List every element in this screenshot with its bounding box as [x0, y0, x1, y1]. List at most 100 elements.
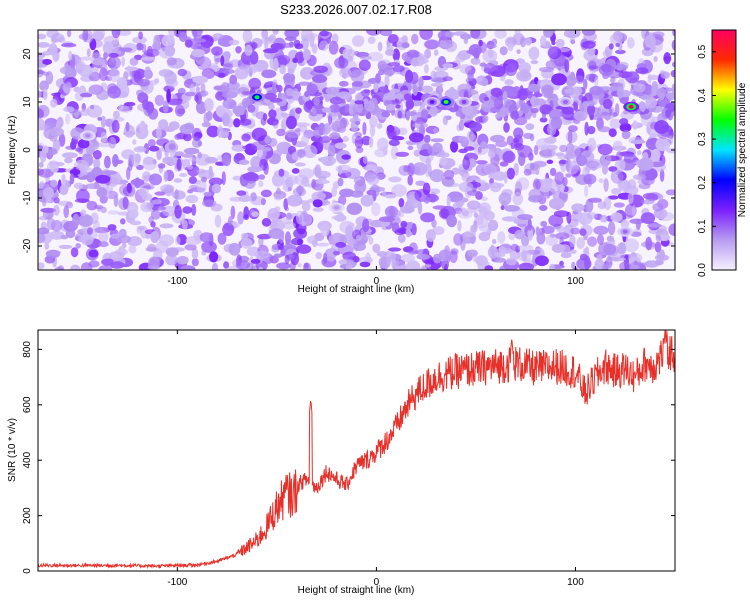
heatmap-cell: [514, 229, 525, 240]
heatmap-cell: [69, 173, 75, 185]
heatmap-hotspot: [443, 100, 449, 104]
heatmap-cell: [242, 145, 257, 150]
heatmap-cell: [217, 232, 227, 245]
heatmap-cell: [295, 128, 301, 133]
heatmap-cell: [401, 35, 408, 43]
heatmap-cell: [154, 94, 165, 106]
heatmap-cell: [129, 57, 139, 66]
heatmap-cell: [100, 115, 106, 128]
heatmap-cell: [446, 214, 458, 228]
heatmap-cell: [488, 151, 496, 158]
heatmap-cell: [470, 57, 481, 65]
heatmap-cell: [614, 64, 628, 71]
heatmap-cell: [272, 30, 279, 35]
heatmap-cell: [597, 143, 613, 155]
heatmap-cell: [158, 119, 169, 130]
heatmap-cell: [82, 30, 89, 43]
heatmap-cell: [258, 266, 263, 270]
heatmap-cell: [565, 157, 570, 172]
heatmap-cell: [480, 196, 488, 201]
heatmap-cell: [104, 155, 111, 169]
heatmap-cell: [658, 211, 675, 222]
heatmap-cell: [238, 195, 252, 203]
heatmap-cell: [302, 48, 311, 61]
heatmap-cell: [644, 260, 660, 268]
heatmap-cell: [418, 76, 424, 88]
heatmap-cell: [175, 236, 181, 246]
snr-y-tick-label: 800: [22, 341, 33, 358]
heatmap-cell: [487, 219, 499, 231]
heatmap-cell: [116, 77, 128, 90]
heatmap-cell: [191, 248, 199, 260]
heatmap-cell: [108, 58, 117, 66]
heatmap-cell: [497, 231, 506, 244]
heatmap-cell: [341, 154, 351, 160]
heatmap-cell: [199, 232, 214, 243]
heatmap-cell: [138, 31, 144, 40]
heatmap-cell: [392, 48, 400, 62]
heatmap-cell: [163, 170, 168, 182]
heatmap-cell: [144, 184, 155, 190]
heatmap-band-cell: [321, 107, 332, 113]
heatmap-cell: [651, 31, 665, 38]
heatmap-cell: [90, 212, 99, 225]
heatmap-cell: [601, 162, 609, 175]
heatmap-cell: [319, 30, 330, 37]
heatmap-cell: [194, 94, 199, 102]
heatmap-cell: [42, 58, 52, 65]
heatmap-cell: [215, 57, 222, 63]
heatmap-cell: [660, 71, 670, 79]
heatmap-cell: [77, 60, 86, 70]
heatmap-cell: [276, 128, 286, 137]
heatmap-cell: [360, 227, 372, 240]
heatmap-cell: [174, 151, 185, 157]
heatmap-cell: [671, 39, 675, 51]
heatmap-cell: [573, 30, 581, 36]
heatmap-cell: [225, 87, 241, 96]
heatmap-band-cell: [525, 104, 530, 112]
heatmap-x-ticks: -100 0 100: [167, 30, 584, 287]
heatmap-cell: [177, 108, 186, 115]
heatmap-cell: [90, 104, 95, 110]
heatmap-cell: [38, 52, 46, 59]
heatmap-cell: [111, 30, 121, 39]
heatmap-cell: [432, 253, 442, 264]
heatmap-cell: [64, 157, 73, 164]
heatmap-cell: [372, 243, 381, 253]
heatmap-cell: [533, 77, 539, 84]
heatmap-cell: [283, 72, 296, 83]
heatmap-band-cell: [395, 93, 404, 100]
heatmap-cell: [263, 48, 279, 54]
heatmap-cell: [39, 80, 49, 91]
heatmap-cell: [66, 30, 72, 38]
heatmap-cell: [529, 163, 535, 171]
heatmap-cell: [356, 234, 362, 241]
heatmap-cell: [235, 46, 242, 54]
heatmap-cell: [420, 212, 435, 223]
heatmap-cell: [166, 57, 177, 66]
heatmap-cell: [618, 242, 626, 254]
heatmap-cell: [103, 47, 109, 53]
heatmap-band-cell: [405, 99, 415, 110]
heatmap-cell: [323, 252, 328, 264]
heatmap-cell: [655, 137, 671, 152]
heatmap-cell: [619, 122, 632, 133]
heatmap-cell: [173, 178, 183, 183]
heatmap-cell: [325, 248, 337, 262]
heatmap-cell: [162, 100, 169, 113]
heatmap-cell: [50, 251, 61, 256]
heatmap-cell: [185, 194, 199, 204]
heatmap-cell: [610, 77, 615, 84]
heatmap-cell: [594, 76, 599, 88]
heatmap-cell: [463, 36, 469, 45]
heatmap-cell: [387, 34, 399, 44]
heatmap-cell: [279, 64, 287, 75]
heatmap-cell: [353, 131, 363, 138]
heatmap-cell: [416, 253, 430, 260]
heatmap-cell: [201, 68, 216, 79]
heatmap-cell: [637, 157, 654, 171]
heatmap-cell: [510, 243, 519, 251]
heatmap-cell: [388, 247, 402, 252]
heatmap-cell: [154, 78, 160, 84]
heatmap-cell: [158, 46, 175, 59]
